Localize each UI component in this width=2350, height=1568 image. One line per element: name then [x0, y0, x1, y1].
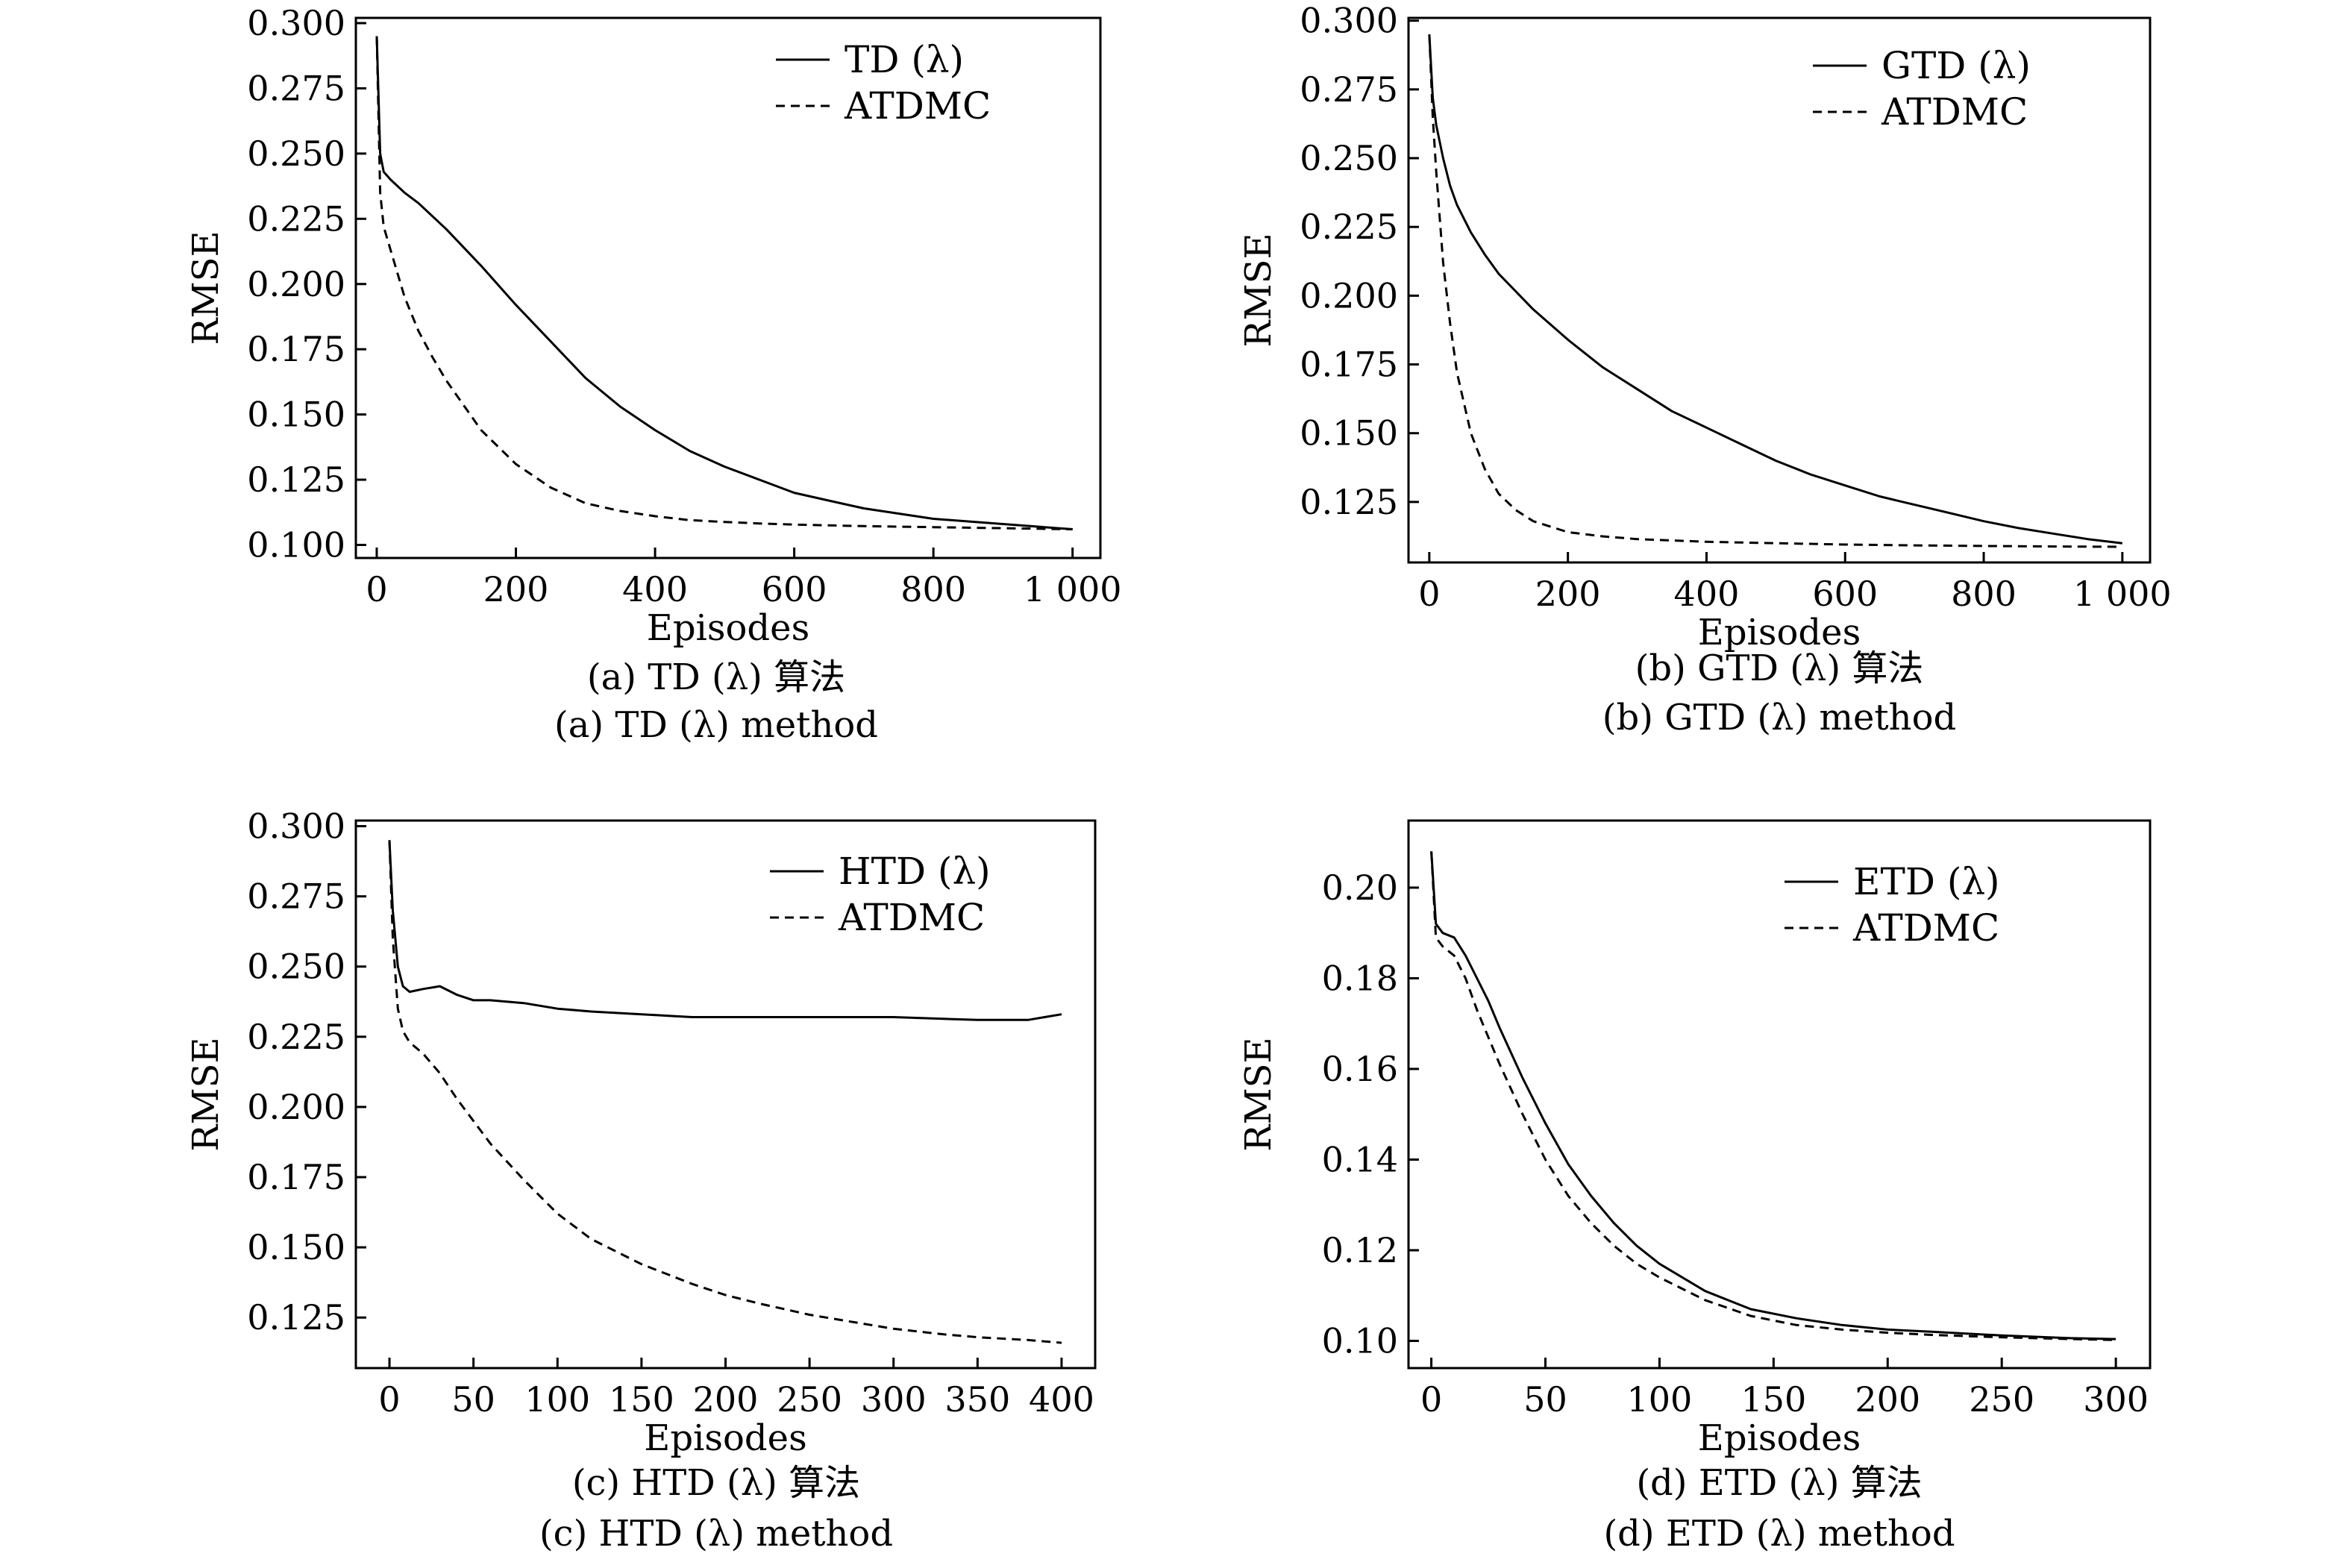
caption-cn: (d) ETD (λ) 算法 — [1636, 1462, 1922, 1504]
caption-en: (c) HTD (λ) method — [539, 1513, 893, 1555]
legend-entry: ATDMC — [844, 84, 991, 128]
x-tick-label: 50 — [451, 1379, 495, 1420]
y-axis-title: RMSE — [1238, 1037, 1279, 1151]
y-tick-label: 0.250 — [1300, 138, 1398, 178]
chart-panel-a: 0 200 400 600 800 1 0000.1000.1250.1500.1750.… — [185, 3, 1122, 746]
x-tick-label: 600 — [1812, 574, 1878, 614]
x-axis-title: Episodes — [1698, 612, 1861, 653]
x-tick-label: 200 — [1855, 1379, 1920, 1420]
series-line-primary — [388, 840, 1062, 1021]
y-tick-label: 0.225 — [247, 1017, 345, 1057]
series-line-atdmc — [388, 840, 1062, 1344]
y-tick-label: 0.250 — [247, 947, 345, 987]
x-tick-label: 250 — [777, 1379, 842, 1420]
y-tick-label: 0.10 — [1322, 1321, 1398, 1361]
y-axis-title: RMSE — [185, 1037, 227, 1151]
legend-entry: ETD (λ) — [1853, 860, 2000, 903]
x-tick-label: 800 — [900, 569, 966, 609]
x-tick-label: 0 — [366, 569, 387, 609]
x-tick-label: 0 — [1418, 574, 1440, 614]
x-tick-label: 400 — [1674, 574, 1740, 614]
y-tick-label: 0.275 — [247, 68, 345, 108]
y-tick-label: 0.300 — [247, 3, 345, 43]
y-tick-label: 0.18 — [1322, 958, 1398, 998]
y-tick-label: 0.250 — [247, 134, 345, 174]
y-tick-label: 0.150 — [247, 1227, 345, 1267]
y-tick-label: 0.200 — [247, 1087, 345, 1127]
x-tick-label: 200 — [483, 569, 549, 609]
x-tick-label: 350 — [944, 1379, 1010, 1420]
y-tick-label: 0.12 — [1322, 1230, 1398, 1270]
y-tick-label: 0.125 — [247, 1297, 345, 1337]
y-tick-label: 0.300 — [247, 806, 345, 847]
x-tick-label: 800 — [1951, 574, 2017, 614]
y-tick-label: 0.150 — [1300, 413, 1398, 454]
legend-entry: HTD (λ) — [839, 850, 991, 893]
y-tick-label: 0.14 — [1322, 1139, 1398, 1179]
y-tick-label: 0.225 — [1300, 207, 1398, 247]
x-tick-label: 150 — [609, 1379, 674, 1420]
series-line-atdmc — [1428, 34, 2122, 548]
x-tick-label: 0 — [1420, 1379, 1442, 1420]
x-tick-label: 400 — [622, 569, 688, 609]
x-tick-label: 600 — [762, 569, 827, 609]
series-line-primary — [1430, 851, 2116, 1340]
y-tick-label: 0.100 — [247, 525, 345, 565]
legend-entry: ATDMC — [838, 896, 985, 939]
plot-frame — [354, 16, 1102, 559]
x-tick-label: 200 — [1535, 574, 1601, 614]
y-tick-label: 0.150 — [247, 395, 345, 435]
y-tick-label: 0.275 — [247, 876, 345, 917]
x-tick-label: 100 — [1627, 1379, 1693, 1420]
x-tick-label: 50 — [1523, 1379, 1567, 1420]
legend-entry: TD (λ) — [845, 38, 964, 81]
legend-entry: ATDMC — [1881, 90, 2028, 134]
y-axis-title: RMSE — [185, 231, 227, 345]
y-tick-label: 0.275 — [1300, 69, 1398, 110]
x-tick-label: 1 000 — [2073, 574, 2172, 614]
caption-cn: (c) HTD (λ) 算法 — [572, 1462, 860, 1504]
x-tick-label: 150 — [1740, 1379, 1806, 1420]
y-tick-label: 0.300 — [1300, 1, 1398, 41]
caption-cn: (b) GTD (λ) 算法 — [1635, 647, 1924, 689]
x-tick-label: 250 — [1969, 1379, 2034, 1420]
x-tick-label: 0 — [378, 1379, 400, 1420]
caption-cn: (a) TD (λ) 算法 — [587, 656, 845, 698]
y-tick-label: 0.200 — [247, 264, 345, 304]
series-line-primary — [1428, 34, 2122, 545]
x-tick-label: 400 — [1029, 1379, 1094, 1420]
y-axis-title: RMSE — [1238, 233, 1279, 347]
y-tick-label: 0.125 — [247, 460, 345, 500]
y-tick-label: 0.175 — [247, 1157, 345, 1197]
y-tick-label: 0.225 — [247, 198, 345, 239]
x-axis-title: Episodes — [647, 607, 809, 649]
caption-en: (b) GTD (λ) method — [1602, 697, 1956, 738]
x-axis-title: Episodes — [644, 1417, 806, 1459]
x-tick-label: 300 — [861, 1379, 927, 1420]
y-tick-label: 0.175 — [247, 329, 345, 369]
chart-panel-b: 0 200 400 600 800 1 000 0.125 0.150 0.175 0.200 0.… — [1238, 1, 2172, 738]
x-tick-label: 1 000 — [1024, 569, 1122, 609]
y-tick-label: 0.16 — [1322, 1049, 1398, 1089]
caption-en: (a) TD (λ) method — [554, 704, 878, 746]
chart-panel-c: 0 50 100 150 200 250 300 350 400 0.125 0.150 0.175 0… — [185, 806, 1097, 1555]
x-tick-label: 200 — [693, 1379, 759, 1420]
plot-frame — [1407, 16, 2152, 564]
chart-panel-d: 0 50 100 150 200 250 300 0.10 0.12 0.14 0.16 0.18 0.… — [1238, 819, 2152, 1555]
series-line-primary — [375, 36, 1073, 530]
y-tick-label: 0.200 — [1300, 275, 1398, 316]
y-tick-label: 0.175 — [1300, 345, 1398, 385]
legend-entry: ATDMC — [1852, 906, 1999, 950]
caption-en: (d) ETD (λ) method — [1603, 1513, 1955, 1555]
y-tick-label: 0.20 — [1322, 868, 1398, 908]
plot-frame — [1407, 819, 2152, 1370]
legend-entry: GTD (λ) — [1881, 44, 2031, 87]
x-tick-label: 100 — [524, 1379, 590, 1420]
x-tick-label: 300 — [2083, 1379, 2149, 1420]
series-line-atdmc — [375, 36, 1073, 530]
y-tick-label: 0.125 — [1300, 482, 1398, 522]
x-axis-title: Episodes — [1698, 1417, 1861, 1459]
series-line-atdmc — [1430, 851, 2116, 1341]
